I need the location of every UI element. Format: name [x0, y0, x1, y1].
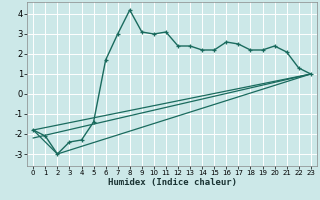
X-axis label: Humidex (Indice chaleur): Humidex (Indice chaleur) — [108, 178, 236, 187]
